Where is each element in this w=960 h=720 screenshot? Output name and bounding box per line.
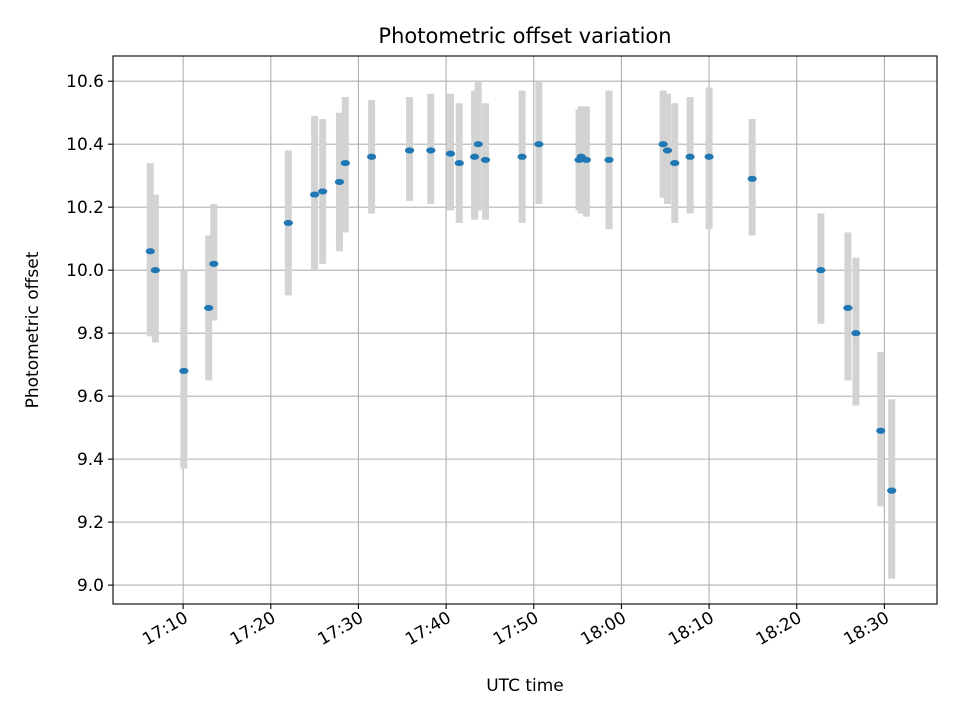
data-point xyxy=(517,153,527,160)
data-point xyxy=(876,427,886,434)
data-point xyxy=(851,330,861,337)
data-point xyxy=(473,141,483,148)
y-tick-label: 10.2 xyxy=(66,198,104,218)
y-tick-label: 9.2 xyxy=(77,513,104,533)
data-point xyxy=(670,159,680,167)
y-tick-label: 10.4 xyxy=(66,135,104,155)
y-tick-label: 10.6 xyxy=(66,72,104,92)
data-point xyxy=(426,147,436,154)
data-point xyxy=(843,304,853,312)
data-point xyxy=(366,153,377,160)
data-point xyxy=(887,487,897,494)
data-point xyxy=(404,147,415,154)
data-point xyxy=(209,260,219,267)
data-point xyxy=(480,156,491,164)
data-point xyxy=(658,141,668,148)
data-point xyxy=(581,156,591,164)
data-point xyxy=(318,188,328,195)
data-point xyxy=(816,267,826,274)
data-point xyxy=(445,150,456,157)
y-tick-label: 9.4 xyxy=(77,450,104,470)
data-point xyxy=(747,175,757,182)
data-point xyxy=(469,153,480,160)
data-point xyxy=(340,159,350,167)
y-axis: 9.0 9.2 9.4 9.6 9.8 10.0 10.2 10.4 10.6 xyxy=(66,72,113,596)
data-point xyxy=(179,367,189,375)
data-point xyxy=(604,156,614,164)
data-point xyxy=(283,219,293,227)
data-point xyxy=(145,248,155,255)
data-point xyxy=(662,147,673,154)
y-tick-label: 10.0 xyxy=(66,261,104,281)
data-point xyxy=(534,141,544,148)
data-point xyxy=(454,159,464,167)
data-point xyxy=(310,191,320,198)
y-tick-label: 9.8 xyxy=(77,324,104,344)
y-tick-label: 9.0 xyxy=(77,576,104,596)
data-points xyxy=(145,141,897,494)
y-tick-label: 9.6 xyxy=(77,387,104,407)
data-point xyxy=(334,178,345,186)
plot-area-frame xyxy=(112,55,938,605)
data-point xyxy=(204,304,214,312)
y-axis-label: Photometric offset xyxy=(23,251,43,408)
data-point xyxy=(704,153,714,160)
data-point xyxy=(685,153,695,160)
data-point xyxy=(150,267,160,274)
chart-title: Photometric offset variation xyxy=(378,24,671,48)
x-axis-label: UTC time xyxy=(486,676,564,696)
